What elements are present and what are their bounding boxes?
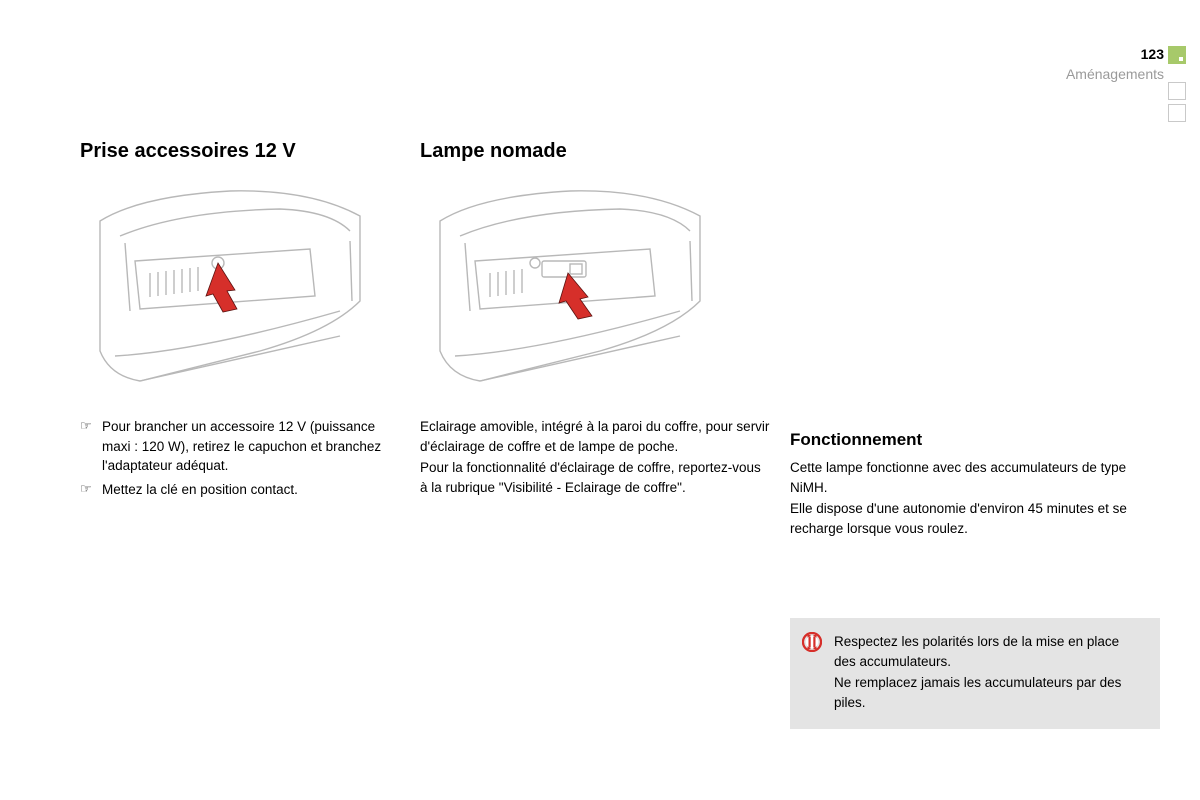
section-label: Aménagements [1066, 66, 1164, 82]
paragraph: Eclairage amovible, intégré à la paroi d… [420, 417, 770, 456]
warning-box: Respectez les polarités lors de la mise … [790, 618, 1160, 728]
col1-title: Prise accessoires 12 V [80, 140, 400, 163]
column-12v-socket: Prise accessoires 12 V [80, 140, 400, 729]
warning-icon [802, 632, 822, 652]
illustration-lampe [420, 181, 720, 401]
list-item: Pour brancher un accessoire 12 V (puissa… [80, 417, 400, 476]
col2-text: Eclairage amovible, intégré à la paroi d… [420, 417, 770, 497]
warning-line: Respectez les polarités lors de la mise … [834, 632, 1144, 671]
col3-text: Cette lampe fonctionne avec des accumula… [790, 458, 1160, 538]
page-number: 123 [1141, 46, 1164, 62]
list-item: Mettez la clé en position contact. [80, 480, 400, 500]
paragraph: Pour la fonctionnalité d'éclairage de co… [420, 458, 770, 497]
paragraph: Cette lampe fonctionne avec des accumula… [790, 458, 1160, 497]
column-fonctionnement: Fonctionnement Cette lampe fonctionne av… [790, 140, 1160, 729]
section-marker-active [1168, 46, 1186, 64]
section-marker-1 [1168, 82, 1186, 100]
paragraph: Elle dispose d'une autonomie d'environ 4… [790, 499, 1160, 538]
illustration-12v [80, 181, 380, 401]
col3-subtitle: Fonctionnement [790, 430, 1160, 450]
col1-bullets: Pour brancher un accessoire 12 V (puissa… [80, 417, 400, 499]
col2-title: Lampe nomade [420, 140, 770, 163]
section-marker-2 [1168, 104, 1186, 122]
column-lampe: Lampe nomade [420, 140, 770, 729]
warning-line: Ne remplacez jamais les accumulateurs pa… [834, 673, 1144, 712]
